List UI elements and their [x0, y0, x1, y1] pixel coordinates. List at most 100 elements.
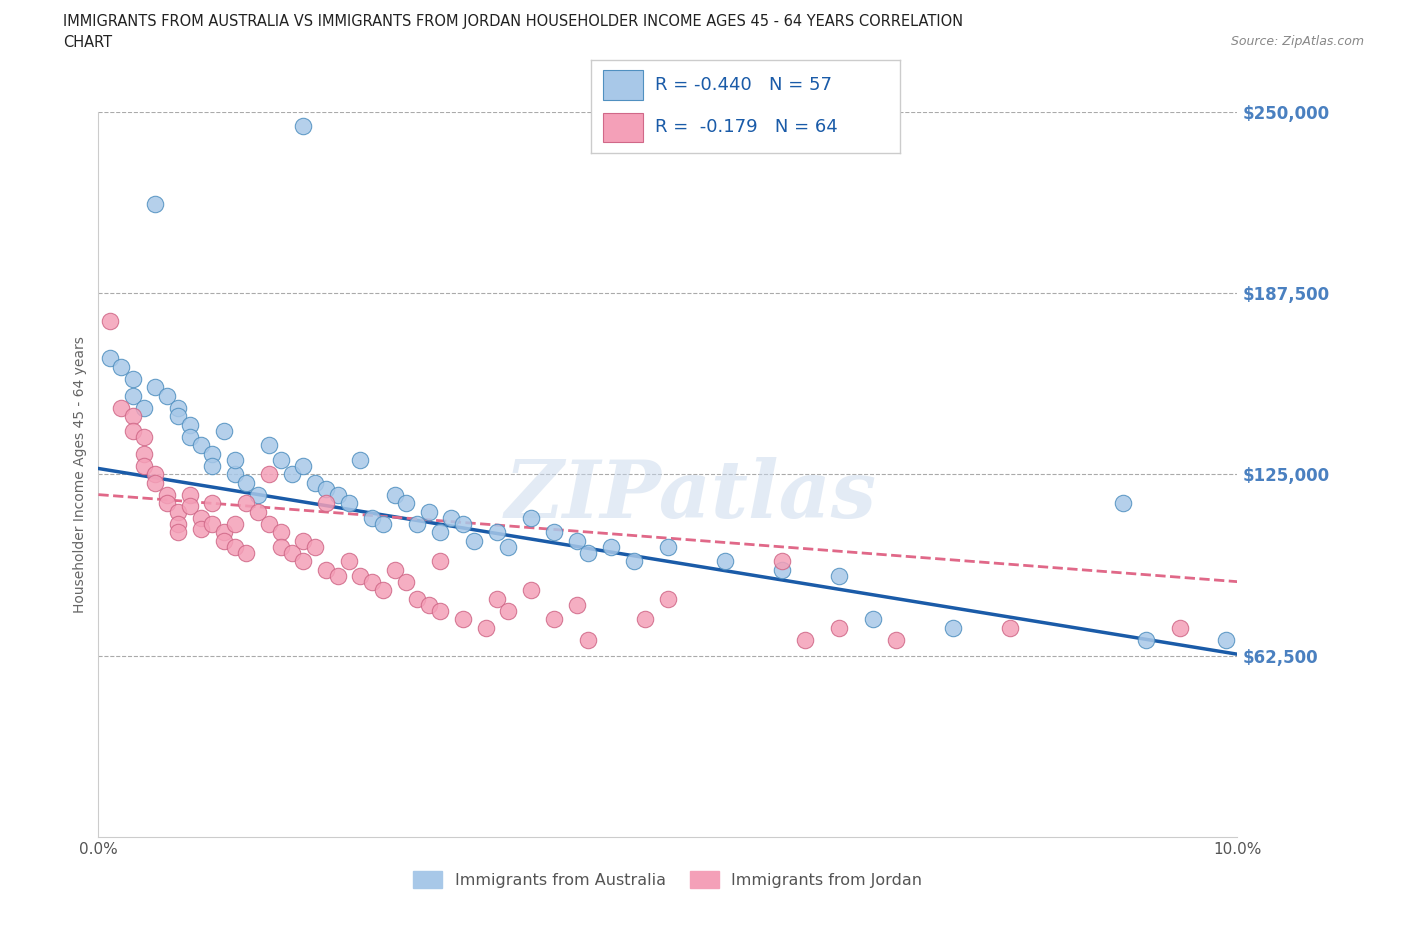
Bar [603, 113, 643, 142]
Point [326, 568, 349, 583]
Point [1170, 620, 1192, 635]
Bar [603, 70, 643, 100]
Point [1135, 632, 1157, 647]
Point [373, 583, 395, 598]
Point [543, 612, 565, 627]
Point [235, 475, 257, 490]
Point [360, 574, 382, 589]
Point [281, 545, 304, 560]
Point [145, 467, 167, 482]
Point [884, 632, 907, 647]
Point [224, 516, 246, 531]
Point [360, 511, 382, 525]
Point [167, 505, 190, 520]
Point [212, 525, 235, 539]
Point [623, 554, 645, 569]
Point [600, 539, 623, 554]
Point [281, 467, 304, 482]
Point [156, 389, 179, 404]
Point [349, 452, 371, 467]
Point [998, 620, 1021, 635]
Point [167, 400, 190, 415]
Point [373, 516, 395, 531]
Point [770, 563, 793, 578]
Point [259, 438, 281, 453]
Point [145, 197, 167, 212]
Point [576, 545, 599, 560]
Point [179, 429, 201, 444]
Point [315, 496, 337, 511]
Point [565, 534, 588, 549]
Point [132, 446, 155, 461]
Point [190, 511, 212, 525]
Point [270, 539, 292, 554]
Point [179, 487, 201, 502]
Point [292, 119, 315, 134]
Point [1215, 632, 1237, 647]
Point [418, 597, 440, 612]
Point [828, 568, 851, 583]
Point [498, 604, 520, 618]
Point [235, 545, 257, 560]
Point [1112, 496, 1135, 511]
Point [212, 423, 235, 438]
Point [793, 632, 815, 647]
Point [315, 563, 337, 578]
Point [429, 525, 451, 539]
Point [292, 554, 315, 569]
Y-axis label: Householder Income Ages 45 - 64 years: Householder Income Ages 45 - 64 years [73, 336, 87, 613]
Point [235, 496, 257, 511]
Point [486, 591, 509, 606]
Point [337, 496, 360, 511]
Point [292, 458, 315, 473]
Point [145, 379, 167, 394]
Point [429, 554, 451, 569]
Point [326, 487, 349, 502]
Point [98, 351, 121, 365]
Point [179, 498, 201, 513]
Point [145, 475, 167, 490]
Point [770, 554, 793, 569]
Point [634, 612, 657, 627]
Point [259, 516, 281, 531]
Point [315, 482, 337, 497]
Point [657, 539, 679, 554]
Point [498, 539, 520, 554]
Legend: Immigrants from Australia, Immigrants from Jordan: Immigrants from Australia, Immigrants fr… [406, 865, 929, 895]
Point [121, 389, 143, 404]
Point [212, 534, 235, 549]
Point [270, 525, 292, 539]
Point [543, 525, 565, 539]
Point [190, 522, 212, 537]
Point [121, 409, 143, 424]
Text: ZIPatlas: ZIPatlas [505, 458, 877, 535]
Point [179, 418, 201, 432]
Point [657, 591, 679, 606]
Point [132, 458, 155, 473]
Point [520, 583, 543, 598]
Point [942, 620, 965, 635]
Point [246, 487, 269, 502]
Point [132, 400, 155, 415]
Point [337, 554, 360, 569]
Point [384, 563, 406, 578]
Point [576, 632, 599, 647]
Point [451, 612, 474, 627]
Point [246, 505, 269, 520]
Point [304, 539, 326, 554]
Text: R = -0.440   N = 57: R = -0.440 N = 57 [655, 75, 832, 94]
Point [474, 620, 496, 635]
Point [201, 458, 224, 473]
Point [862, 612, 884, 627]
Point [190, 438, 212, 453]
Point [259, 467, 281, 482]
Point [828, 620, 851, 635]
Point [714, 554, 737, 569]
Point [384, 487, 406, 502]
Point [201, 516, 224, 531]
Point [98, 313, 121, 328]
Point [451, 516, 474, 531]
Point [486, 525, 509, 539]
Point [201, 496, 224, 511]
Point [224, 539, 246, 554]
